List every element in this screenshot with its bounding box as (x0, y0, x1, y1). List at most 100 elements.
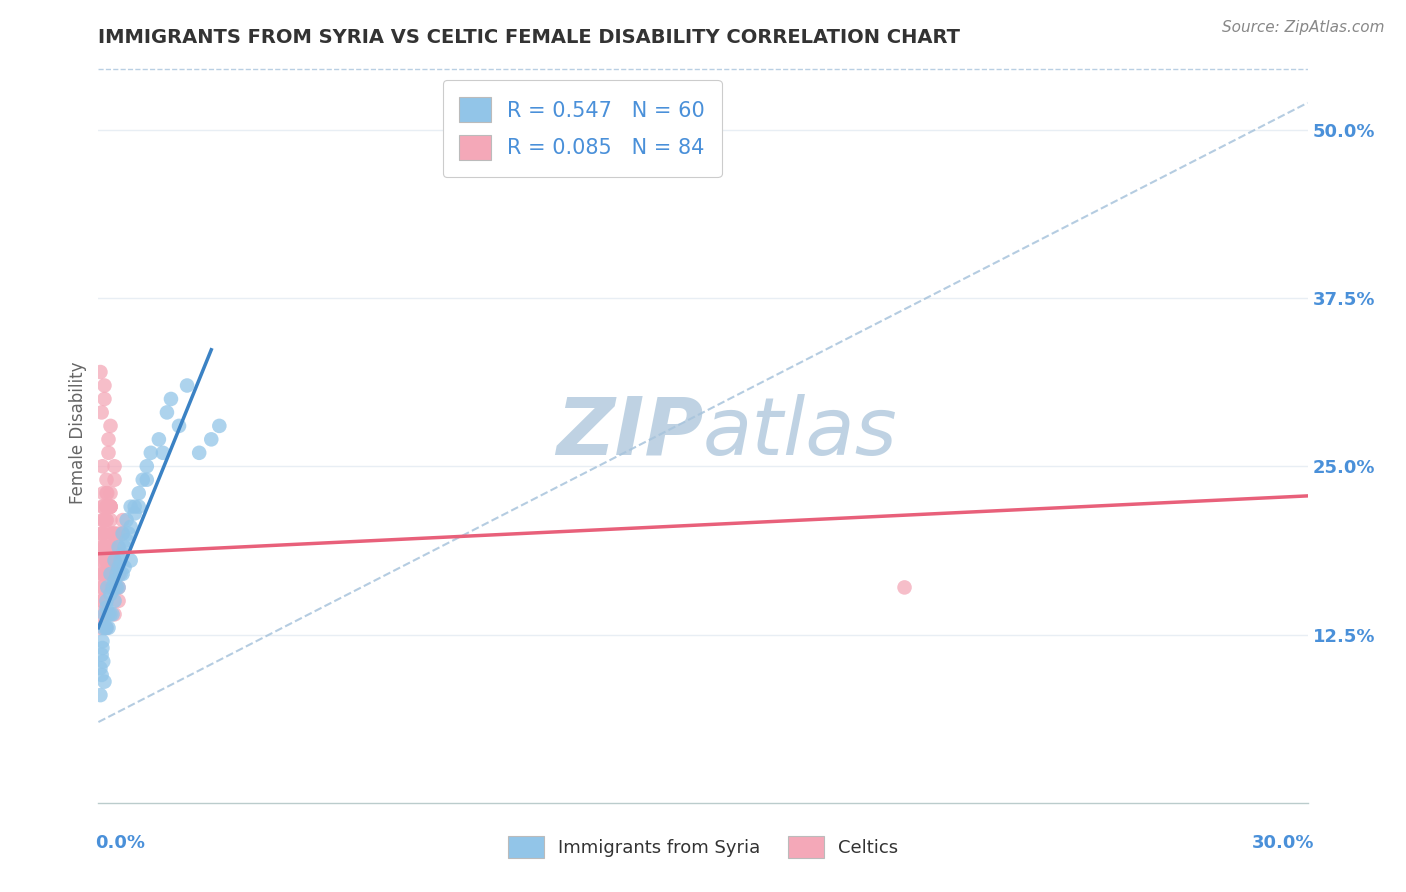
Point (100, 607, 122, 622)
Point (103, 526, 125, 541)
Point (90, 405, 112, 419)
Point (115, 513, 138, 527)
Point (96, 486, 118, 500)
Point (111, 547, 134, 561)
Point (100, 526, 122, 541)
Point (124, 500, 146, 514)
Point (96, 513, 118, 527)
Point (100, 540, 122, 554)
Point (93, 607, 115, 622)
Point (94, 540, 117, 554)
Point (96, 607, 118, 622)
Point (90, 594, 112, 608)
Point (93, 378, 115, 392)
Point (893, 581, 915, 595)
Point (100, 513, 122, 527)
Point (135, 459, 157, 474)
Point (105, 581, 128, 595)
Point (120, 553, 142, 567)
Point (100, 553, 122, 567)
Point (96, 486, 118, 500)
Point (91, 513, 114, 527)
Point (90, 526, 112, 541)
Point (96, 600, 118, 615)
Point (103, 574, 125, 588)
Point (97, 433, 120, 447)
Point (91, 513, 114, 527)
Point (91, 566, 114, 581)
Point (103, 553, 125, 567)
Point (139, 446, 162, 460)
Point (96, 553, 118, 567)
Text: atlas: atlas (703, 393, 898, 472)
Point (111, 566, 134, 581)
Text: ZIP: ZIP (555, 393, 703, 472)
Point (103, 566, 125, 581)
Point (100, 500, 122, 514)
Point (103, 581, 125, 595)
Point (96, 553, 118, 567)
Point (208, 418, 231, 433)
Point (91, 621, 114, 635)
Point (103, 553, 125, 567)
Point (91, 486, 114, 500)
Point (89, 607, 111, 622)
Point (156, 405, 179, 419)
Y-axis label: Female Disability: Female Disability (69, 361, 87, 504)
Point (107, 566, 129, 581)
Point (90, 668, 112, 682)
Point (107, 540, 129, 554)
Point (107, 526, 129, 541)
Point (94, 621, 117, 635)
Text: Source: ZipAtlas.com: Source: ZipAtlas.com (1222, 20, 1385, 35)
Point (93, 513, 115, 527)
Point (101, 581, 124, 595)
Point (118, 526, 141, 541)
Point (103, 459, 125, 474)
Point (176, 378, 198, 392)
Point (100, 500, 122, 514)
Point (114, 540, 136, 554)
Point (91, 640, 114, 655)
Point (100, 500, 122, 514)
Point (107, 581, 129, 595)
Point (89, 553, 111, 567)
Point (91, 500, 114, 514)
Point (96, 473, 118, 487)
Point (91, 566, 114, 581)
Point (89, 688, 111, 702)
Point (120, 500, 142, 514)
Point (100, 566, 122, 581)
Legend: Immigrants from Syria, Celtics: Immigrants from Syria, Celtics (501, 829, 905, 865)
Point (100, 486, 122, 500)
Legend: R = 0.547   N = 60, R = 0.085   N = 84: R = 0.547 N = 60, R = 0.085 N = 84 (443, 80, 721, 177)
Point (101, 607, 124, 622)
Point (91, 459, 114, 474)
Point (100, 418, 122, 433)
Point (100, 500, 122, 514)
Point (132, 473, 155, 487)
Point (115, 533, 138, 548)
Point (107, 540, 129, 554)
Point (91, 634, 114, 648)
Point (89, 621, 111, 635)
Point (135, 473, 157, 487)
Point (91, 540, 114, 554)
Point (167, 418, 190, 433)
Point (200, 433, 222, 447)
Point (103, 566, 125, 581)
Point (103, 540, 125, 554)
Point (107, 560, 129, 574)
Point (97, 621, 120, 635)
Point (97, 446, 120, 460)
Point (91, 526, 114, 541)
Point (128, 486, 150, 500)
Point (111, 526, 134, 541)
Point (96, 500, 118, 514)
Point (100, 553, 122, 567)
Point (114, 560, 136, 574)
Point (160, 392, 183, 406)
Point (103, 553, 125, 567)
Point (124, 507, 146, 521)
Point (120, 520, 142, 534)
